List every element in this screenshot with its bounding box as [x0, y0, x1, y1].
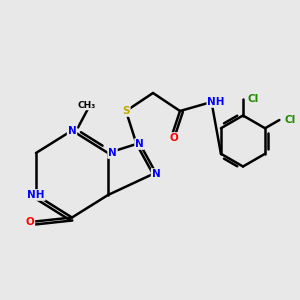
Text: Cl: Cl	[284, 115, 296, 125]
Text: S: S	[122, 106, 130, 116]
Text: N: N	[68, 125, 76, 136]
Text: N: N	[135, 139, 144, 149]
Text: CH₃: CH₃	[78, 100, 96, 109]
Text: NH: NH	[27, 190, 45, 200]
Text: N: N	[108, 148, 117, 158]
Text: Cl: Cl	[248, 94, 259, 104]
Text: NH: NH	[207, 97, 225, 107]
Text: N: N	[152, 169, 160, 179]
Text: O: O	[169, 133, 178, 143]
Text: O: O	[26, 217, 34, 227]
